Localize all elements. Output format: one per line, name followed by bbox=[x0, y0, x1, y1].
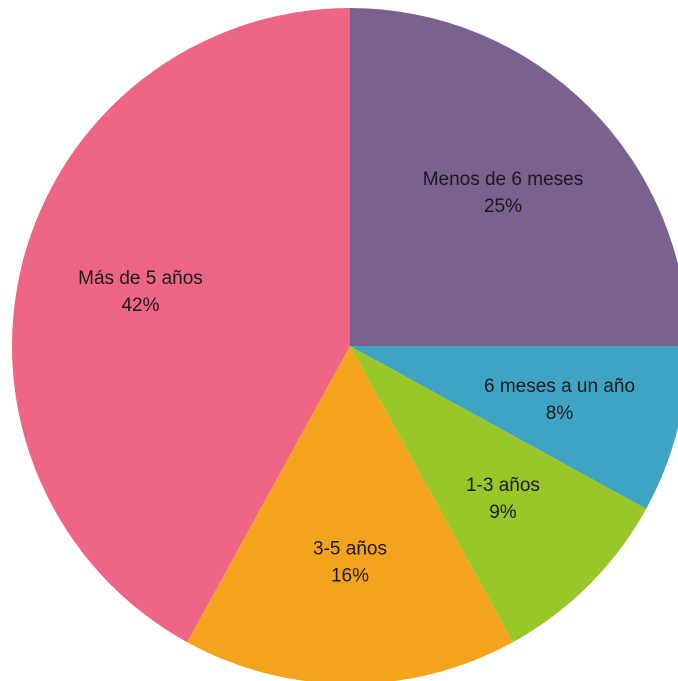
slice-value: 25% bbox=[484, 196, 522, 217]
slice-label: Más de 5 años bbox=[78, 268, 203, 289]
pie-slice bbox=[187, 346, 513, 681]
pie-slice bbox=[12, 8, 350, 643]
pie-slice bbox=[350, 8, 678, 346]
slice-label: 6 meses a un año bbox=[484, 376, 635, 397]
slice-label: 1-3 años bbox=[466, 475, 540, 496]
pie-slice bbox=[350, 346, 678, 509]
slice-label: 3-5 años bbox=[313, 538, 387, 559]
slice-value: 42% bbox=[121, 295, 159, 316]
slice-label: Menos de 6 meses bbox=[423, 169, 584, 190]
slice-value: 16% bbox=[331, 565, 369, 586]
pie-slice bbox=[350, 346, 647, 643]
slice-value: 8% bbox=[546, 403, 574, 424]
slice-value: 9% bbox=[489, 502, 517, 523]
